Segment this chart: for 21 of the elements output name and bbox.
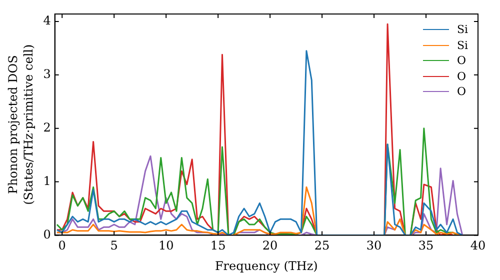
- y-tick-label: 2: [43, 120, 51, 134]
- x-tick-label: 15: [210, 238, 226, 253]
- x-tick-label: 25: [314, 238, 330, 253]
- x-axis-title: Frequency (THz): [214, 258, 318, 273]
- y-axis-title: Phonon projected DOS (States/THz·primitive cell): [6, 44, 36, 205]
- y-tick-label: 4: [43, 14, 52, 28]
- legend-label: O: [456, 70, 466, 83]
- x-tick-label: 40: [470, 238, 486, 253]
- x-tick-label: 35: [418, 238, 434, 253]
- legend-label: Si: [456, 23, 468, 36]
- legend-label: O: [456, 85, 466, 98]
- x-tick-label: 30: [366, 238, 382, 253]
- x-tick-label: 20: [262, 238, 278, 253]
- y-tick-label: 3: [43, 67, 51, 82]
- legend-label: Si: [456, 38, 468, 52]
- x-tick-label: 5: [110, 238, 118, 253]
- legend-label: O: [456, 54, 466, 68]
- y-tick-label: 1: [43, 174, 51, 188]
- x-tick-label: 0: [58, 238, 66, 253]
- y-tick-label: 0: [43, 227, 51, 242]
- x-tick-label: 10: [158, 238, 174, 253]
